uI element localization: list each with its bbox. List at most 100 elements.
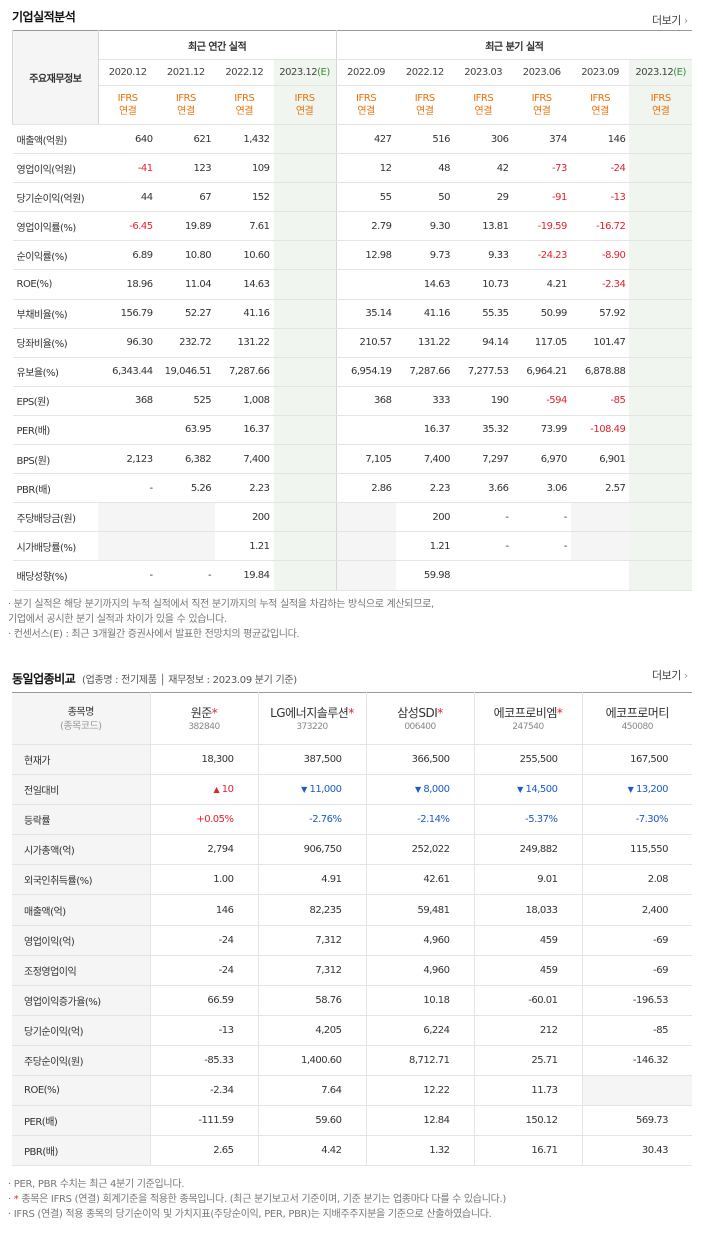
quarter-period: 2023.03 bbox=[453, 59, 513, 86]
ifrs-top: IFRS bbox=[234, 93, 255, 104]
quarter-value bbox=[629, 473, 692, 504]
quarter-value: 333 bbox=[395, 385, 454, 416]
annual-value: -41 bbox=[98, 153, 157, 184]
annual-value: 640 bbox=[98, 123, 157, 155]
quarter-value: 10.73 bbox=[453, 269, 513, 300]
peer-row-label: 전일대비 bbox=[12, 774, 150, 806]
quarter-value: -85 bbox=[570, 385, 630, 416]
company-name[interactable]: 원준* bbox=[190, 705, 218, 720]
quarter-value: 16.37 bbox=[395, 415, 454, 446]
peer-value: 167,500 bbox=[581, 744, 692, 776]
ifrs-top: IFRS bbox=[531, 93, 553, 104]
financial-row: PBR(배) -5.26 2.23 2.86 2.23 3.66 3.06 2.57 bbox=[12, 473, 692, 504]
ifrs-star: * bbox=[348, 705, 354, 720]
annual-value: -6.45 bbox=[98, 211, 157, 242]
row-label: PER(배) bbox=[12, 415, 99, 446]
annual-value: 131.22 bbox=[215, 328, 274, 358]
quarter-value: 2.79 bbox=[335, 211, 396, 242]
quarter-period: 2022.12 bbox=[395, 59, 454, 86]
annual-value bbox=[273, 328, 337, 358]
peer-value: -146.32 bbox=[581, 1045, 692, 1077]
company-header[interactable]: LG에너지솔루션* 373220 bbox=[257, 692, 366, 745]
peer-value bbox=[581, 1075, 692, 1107]
quarter-value bbox=[335, 560, 396, 591]
down-arrow-icon: ▼ bbox=[301, 785, 307, 795]
ifrs-star: * bbox=[211, 705, 218, 720]
company-header[interactable]: 에코프로비엠* 247540 bbox=[473, 692, 582, 745]
annual-value: 6,343.44 bbox=[98, 357, 157, 387]
peer-row-label: 시가총액(억) bbox=[12, 834, 150, 866]
quarter-value: 101.47 bbox=[570, 328, 630, 358]
peer-value: 30.43 bbox=[581, 1135, 692, 1167]
peer-value: 4.42 bbox=[257, 1135, 366, 1167]
quarter-value bbox=[629, 269, 692, 300]
quarter-value: 2.86 bbox=[335, 473, 396, 504]
financial-row: 당좌비율(%) 96.30 232.72 131.22 210.57 131.22 94.1… bbox=[12, 328, 692, 358]
annual-value bbox=[156, 502, 216, 533]
quarter-value bbox=[629, 328, 692, 358]
company-header[interactable]: 에코프로머티 450080 bbox=[581, 692, 692, 745]
company-header[interactable]: 삼성SDI* 006400 bbox=[365, 692, 474, 745]
quarter-value: 50 bbox=[395, 182, 454, 213]
row-label: 유보율(%) bbox=[12, 357, 99, 387]
annual-value: 63.95 bbox=[156, 415, 216, 446]
peer-value: 7.64 bbox=[257, 1075, 366, 1107]
annual-value: 123 bbox=[156, 153, 216, 184]
annual-period: 2022.12 bbox=[215, 59, 274, 86]
peer-value: 906,750 bbox=[257, 834, 366, 866]
peer-value: ▼ 14,500 bbox=[473, 774, 582, 806]
ifrs-star: * bbox=[13, 1194, 19, 1205]
quarter-value: - bbox=[512, 502, 571, 533]
row-label: 영업이익(억원) bbox=[12, 153, 99, 184]
financial-row: 유보율(%) 6,343.44 19,046.51 7,287.66 6,954.19 7… bbox=[12, 357, 692, 387]
quarter-value bbox=[629, 385, 692, 416]
peer-value: 1,400.60 bbox=[257, 1045, 366, 1077]
quarter-value: 6,964.21 bbox=[512, 357, 571, 387]
company-name[interactable]: 에코프로머티 bbox=[605, 705, 670, 720]
ifrs-bottom: 연결 bbox=[651, 106, 670, 117]
row-label: 시가배당률(%) bbox=[12, 531, 99, 562]
peer-value: 150.12 bbox=[473, 1105, 582, 1137]
ifrs-top: IFRS bbox=[294, 93, 316, 104]
company-code: 450080 bbox=[621, 721, 654, 732]
ifrs-top: IFRS bbox=[117, 93, 138, 104]
quarter-value: 2.23 bbox=[395, 473, 454, 504]
row-label: 매출액(억원) bbox=[12, 123, 99, 155]
peer-value: 366,500 bbox=[365, 744, 474, 776]
ifrs-label: IFRS 연결 bbox=[512, 85, 571, 125]
more-link-performance[interactable]: 더보기 bbox=[652, 12, 688, 28]
peer-value: -5.37% bbox=[473, 804, 582, 836]
note-line: · IFRS (연결) 적용 종목의 당기순이익 및 가치지표(주당순이익, P… bbox=[8, 1209, 492, 1220]
quarter-value: 9.30 bbox=[395, 211, 454, 242]
peer-notes: · PER, PBR 수치는 최근 4분기 기준입니다. · * 종목은 IFRS… bbox=[8, 1177, 506, 1222]
peer-value: 2.65 bbox=[149, 1135, 258, 1167]
company-code: 247540 bbox=[512, 721, 544, 732]
quarter-period: 2023.09 bbox=[570, 59, 630, 86]
peer-row-label: PBR(배) bbox=[12, 1135, 150, 1167]
peer-value: ▼ 8,000 bbox=[365, 774, 474, 806]
annual-value: 19.89 bbox=[156, 211, 216, 242]
quarter-value: 210.57 bbox=[335, 328, 396, 358]
quarter-value: 94.14 bbox=[453, 328, 513, 358]
peer-row-label: PER(배) bbox=[12, 1105, 150, 1137]
more-link-peer[interactable]: 더보기 bbox=[652, 667, 688, 683]
quarter-value: 12 bbox=[335, 153, 396, 184]
company-name[interactable]: 에코프로비엠* bbox=[493, 705, 563, 720]
ifrs-top: IFRS bbox=[356, 93, 377, 104]
annual-value bbox=[273, 298, 337, 329]
peer-value: -85 bbox=[581, 1015, 692, 1046]
quarter-value: -73 bbox=[512, 153, 571, 184]
quarter-value bbox=[570, 560, 630, 591]
company-name[interactable]: 삼성SDI* bbox=[397, 705, 443, 720]
annual-value: 18.96 bbox=[98, 269, 157, 300]
company-name[interactable]: LG에너지솔루션* bbox=[270, 705, 354, 720]
quarter-value bbox=[570, 502, 630, 533]
peer-value: 4.91 bbox=[257, 864, 366, 896]
down-arrow-icon: ▼ bbox=[415, 785, 421, 795]
ifrs-label: IFRS 연결 bbox=[215, 85, 274, 125]
quarter-value: 2.57 bbox=[570, 473, 630, 504]
annual-value bbox=[98, 415, 157, 446]
annual-value: 41.16 bbox=[215, 298, 274, 329]
company-header[interactable]: 원준* 382840 bbox=[149, 692, 258, 745]
quarter-value bbox=[629, 357, 692, 387]
